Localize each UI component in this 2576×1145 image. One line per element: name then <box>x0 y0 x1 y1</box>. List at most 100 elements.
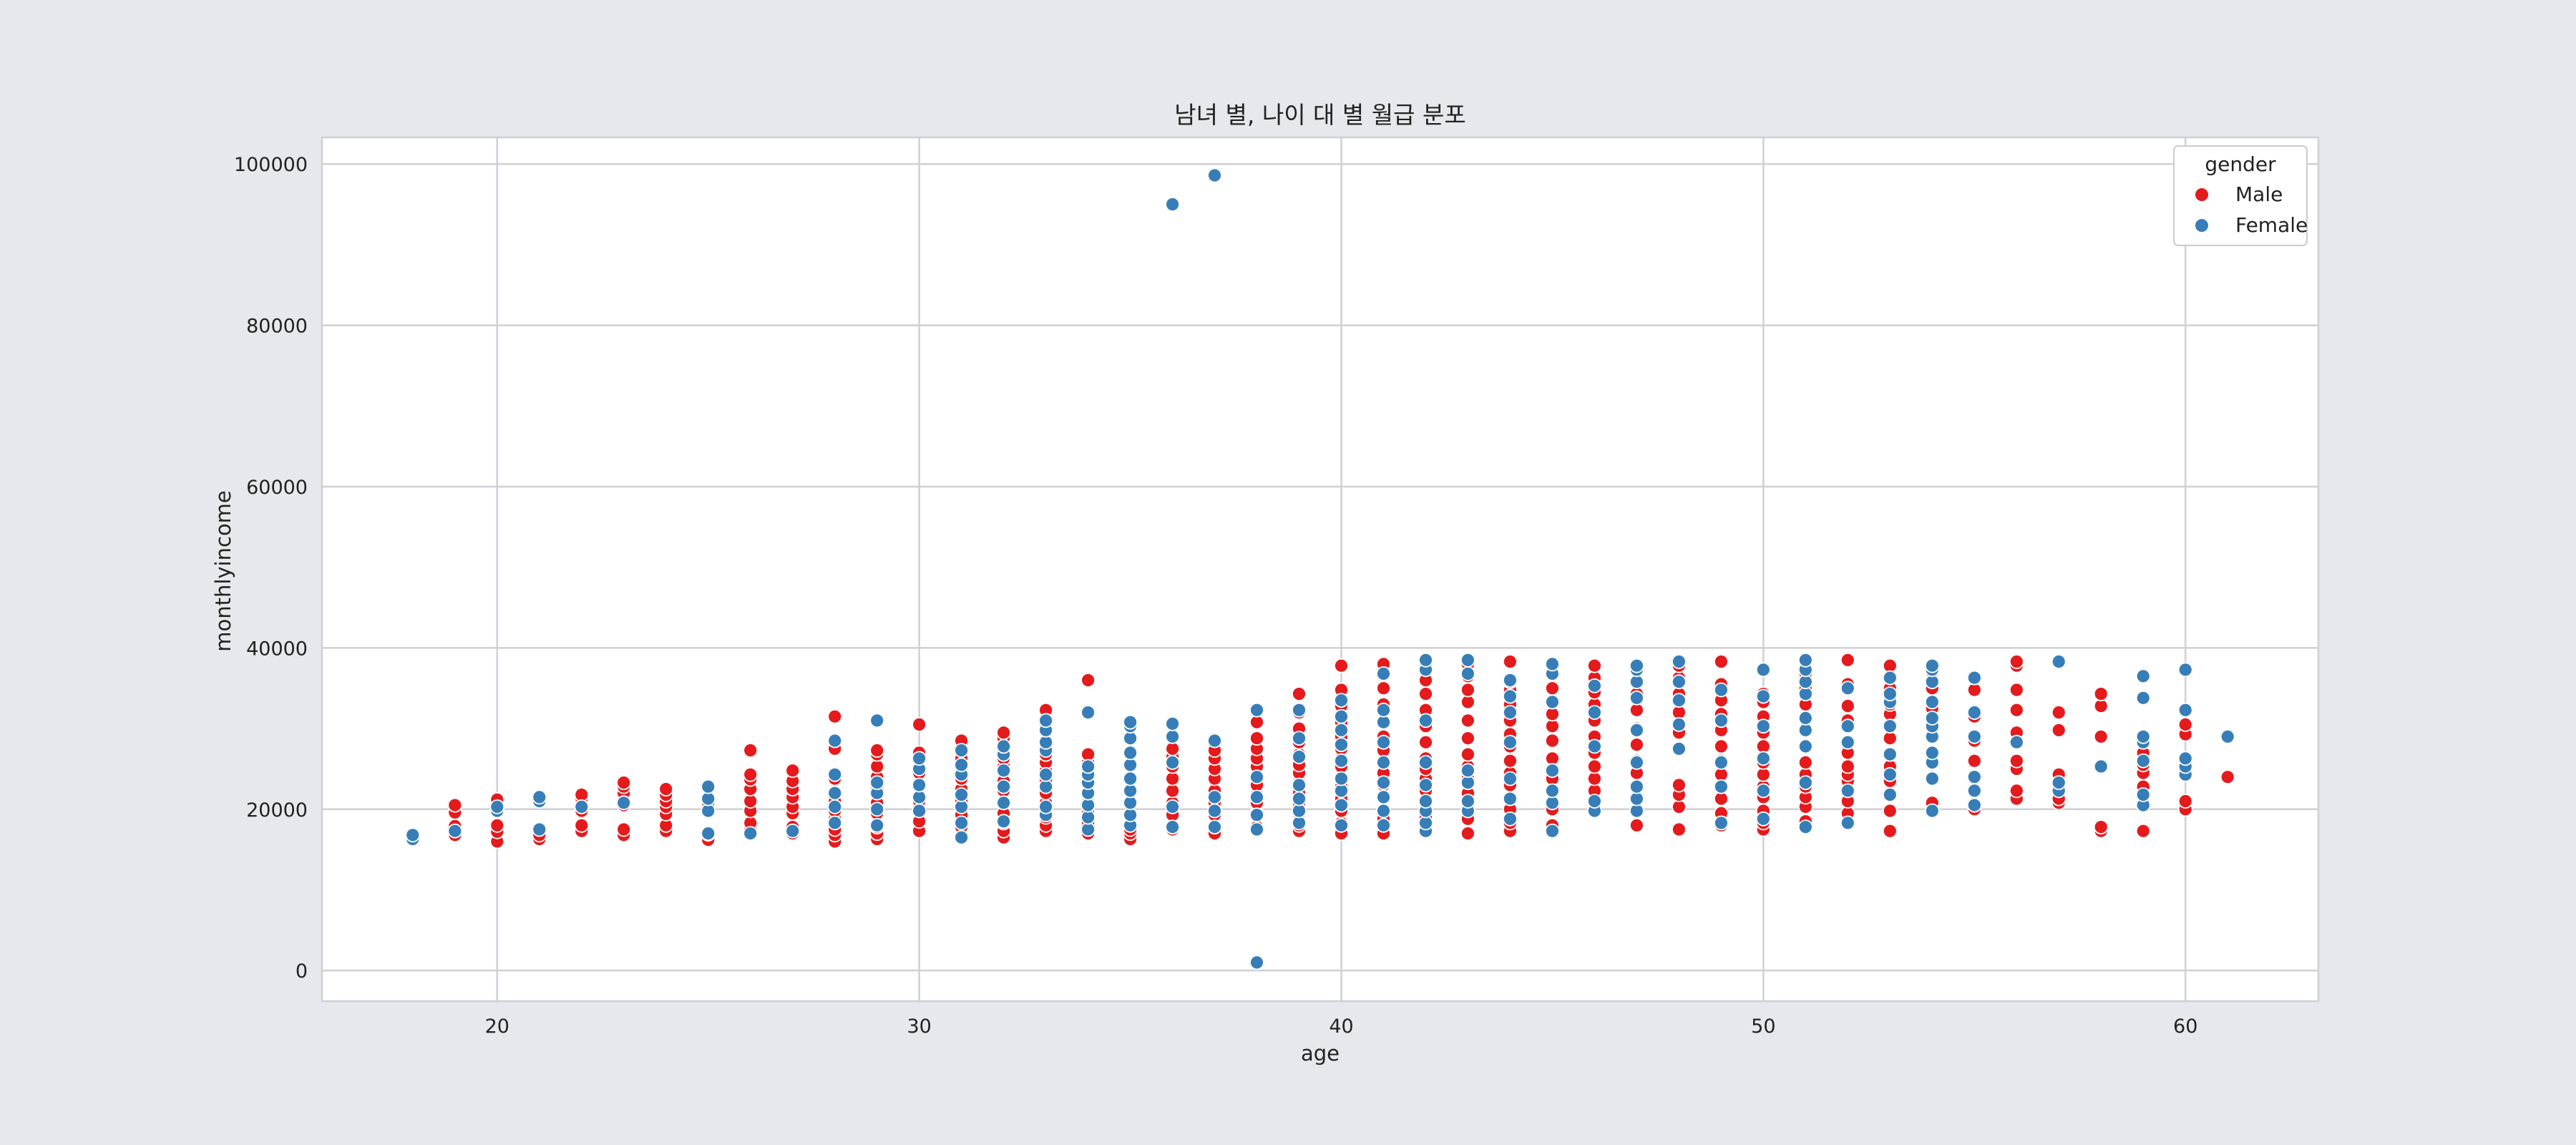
data-point-male <box>2093 729 2109 744</box>
data-point-male <box>1544 681 1560 696</box>
data-point-male <box>2051 705 2067 720</box>
data-point-male <box>1376 681 1391 696</box>
data-point-female <box>1165 799 1180 814</box>
data-point-male <box>447 797 463 813</box>
data-point-male <box>1460 826 1475 841</box>
data-point-female <box>616 795 632 811</box>
data-point-female <box>1376 803 1391 819</box>
data-point-female <box>912 751 927 766</box>
data-point-female <box>2220 729 2235 744</box>
data-point-male <box>2177 794 2193 809</box>
data-point-female <box>1418 777 1433 793</box>
data-point-female <box>1292 791 1307 807</box>
data-point-female <box>996 739 1011 754</box>
data-point-female <box>1334 708 1349 724</box>
y-tick-label: 0 <box>296 960 308 983</box>
data-point-female <box>1755 688 1771 704</box>
data-point-female <box>1249 789 1264 805</box>
data-point-female <box>1671 741 1687 756</box>
data-point-female <box>996 814 1011 829</box>
data-point-male <box>2009 783 2024 799</box>
data-point-female <box>1840 718 1855 734</box>
data-point-female <box>701 826 716 841</box>
y-tick-label: 100000 <box>234 154 308 176</box>
data-point-female <box>1376 789 1391 805</box>
data-point-female <box>2135 753 2151 769</box>
chart-title: 남녀 별, 나이 대 별 월급 분포 <box>1174 101 1465 129</box>
data-point-male <box>1671 822 1687 837</box>
data-point-female <box>954 743 969 758</box>
data-point-female <box>489 799 505 814</box>
data-point-female <box>1924 658 1940 673</box>
data-point-female <box>1502 811 1518 827</box>
data-point-female <box>827 785 843 801</box>
data-point-male <box>2009 753 2024 769</box>
data-point-female <box>1882 686 1898 701</box>
data-point-female <box>1544 783 1560 799</box>
series-female <box>405 167 2235 970</box>
x-tick-label: 30 <box>907 1015 931 1038</box>
data-point-female <box>1502 673 1518 688</box>
y-tick-label: 40000 <box>246 638 308 660</box>
data-point-female <box>1334 737 1349 752</box>
data-point-female <box>1460 666 1475 681</box>
data-point-female <box>2093 759 2109 774</box>
data-point-male <box>2093 686 2109 701</box>
data-point-female <box>2135 690 2151 706</box>
data-point-female <box>1797 711 1813 726</box>
data-point-male <box>1586 658 1602 673</box>
data-point-female <box>1334 693 1349 708</box>
data-point-male <box>2009 682 2024 698</box>
data-point-female <box>1629 779 1644 794</box>
data-point-female <box>1376 702 1391 718</box>
data-point-female <box>1249 807 1264 823</box>
data-point-male <box>1671 777 1687 793</box>
data-point-male <box>1460 713 1475 729</box>
data-point-male <box>2009 654 2024 669</box>
data-point-female <box>954 829 969 845</box>
data-point-female <box>996 763 1011 779</box>
data-point-female <box>869 775 885 790</box>
data-point-female <box>1502 734 1518 750</box>
data-point-female <box>1165 716 1180 731</box>
data-point-female <box>1292 777 1307 793</box>
data-point-male <box>912 717 927 732</box>
data-point-female <box>827 733 843 749</box>
data-point-male <box>1629 737 1644 752</box>
data-point-female <box>1334 817 1349 833</box>
data-point-female <box>1882 787 1898 802</box>
data-point-female <box>1755 751 1771 766</box>
data-point-female <box>2177 751 2193 766</box>
data-point-female <box>1207 733 1222 749</box>
data-point-female <box>2009 734 2024 750</box>
data-point-female <box>1502 705 1518 720</box>
data-point-female <box>1376 775 1391 790</box>
data-point-male <box>1502 654 1518 669</box>
data-point-female <box>1671 654 1687 669</box>
data-point-female <box>1502 791 1518 807</box>
data-point-female <box>869 713 885 729</box>
data-point-male <box>1840 652 1855 668</box>
data-point-female <box>1249 769 1264 785</box>
data-point-female <box>1840 681 1855 696</box>
data-point-female <box>532 789 547 805</box>
data-point-female <box>1123 745 1138 761</box>
data-point-female <box>912 777 927 793</box>
data-point-male <box>1840 698 1855 713</box>
data-point-female <box>1924 803 1940 819</box>
data-point-female <box>2177 702 2193 718</box>
data-point-male <box>2051 722 2067 738</box>
data-point-female <box>1165 819 1180 834</box>
data-point-female <box>1840 734 1855 750</box>
data-point-female <box>1966 769 1982 785</box>
data-point-male <box>2177 717 2193 732</box>
data-point-male <box>2093 819 2109 834</box>
data-point-female <box>1334 753 1349 769</box>
data-point-female <box>1418 713 1433 729</box>
data-point-male <box>1334 658 1349 673</box>
data-point-female <box>1165 197 1180 212</box>
data-point-female <box>996 779 1011 794</box>
data-point-male <box>1713 654 1729 669</box>
data-point-female <box>996 795 1011 811</box>
data-point-female <box>1460 794 1475 809</box>
